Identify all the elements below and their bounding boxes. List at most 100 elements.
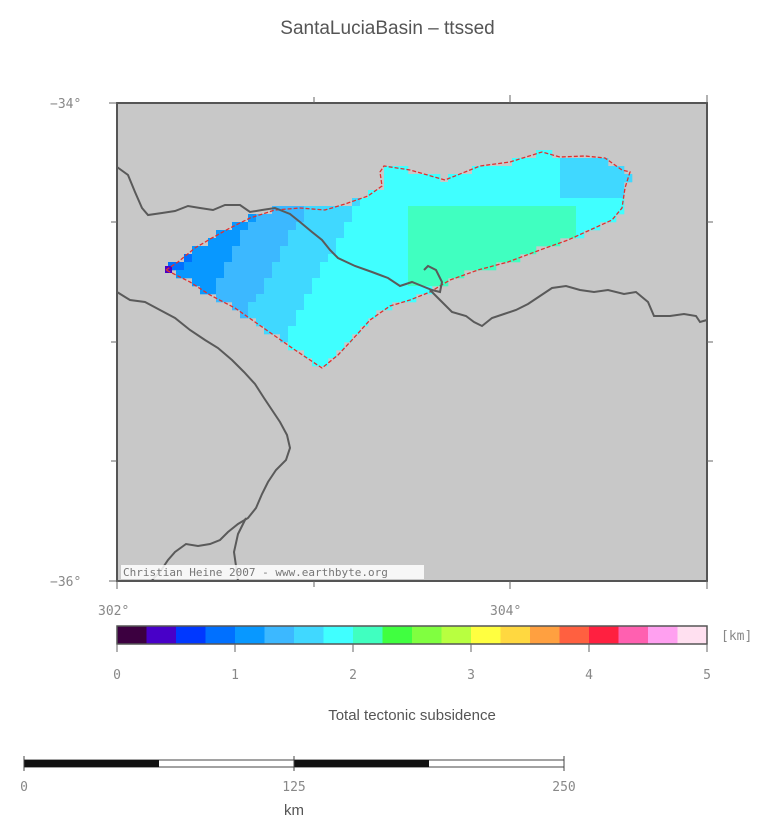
coastline: [116, 166, 708, 582]
grid-cell: [584, 182, 593, 191]
grid-cell: [520, 222, 529, 231]
grid-cell: [608, 198, 617, 207]
grid-cell: [248, 246, 257, 255]
grid-cell: [280, 214, 289, 223]
colorbar-swatch: [559, 626, 590, 644]
grid-cell: [400, 230, 409, 239]
grid-cell: [584, 206, 593, 215]
grid-cell: [496, 206, 505, 215]
grid-cell: [264, 278, 273, 287]
grid-cell: [400, 214, 409, 223]
grid-cell: [272, 318, 281, 327]
grid-cell: [488, 190, 497, 199]
grid-cell: [280, 206, 289, 215]
grid-cell: [480, 214, 489, 223]
grid-cell: [480, 230, 489, 239]
grid-cell: [616, 206, 625, 215]
grid-cell: [544, 182, 553, 191]
grid-cell: [568, 182, 577, 191]
grid-cell: [368, 310, 377, 319]
grid-cell: [368, 190, 377, 199]
grid-cell: [216, 278, 225, 287]
grid-cell: [296, 334, 305, 343]
grid-cell: [320, 286, 329, 295]
grid-cell: [544, 150, 553, 159]
grid-cell: [264, 262, 273, 271]
grid-cell: [616, 182, 625, 191]
grid-cell: [232, 286, 241, 295]
grid-cell: [224, 246, 233, 255]
grid-cell: [304, 214, 313, 223]
scale-label-125: 125: [282, 780, 305, 795]
grid-cell: [544, 238, 553, 247]
grid-cell: [360, 230, 369, 239]
grid-cell: [520, 190, 529, 199]
grid-cell: [328, 310, 337, 319]
grid-cell: [384, 270, 393, 279]
grid-cell: [512, 214, 521, 223]
grid-cell: [232, 230, 241, 239]
grid-cell: [480, 190, 489, 199]
grid-cell: [496, 174, 505, 183]
grid-cell: [560, 190, 569, 199]
grid-cell: [320, 222, 329, 231]
grid-cell: [248, 278, 257, 287]
grid-cell: [496, 238, 505, 247]
grid-cell: [200, 246, 209, 255]
grid-cell: [296, 310, 305, 319]
grid-cell: [360, 254, 369, 263]
grid-cell: [472, 166, 481, 175]
grid-cell: [304, 286, 313, 295]
grid-cell: [432, 214, 441, 223]
grid-cell: [432, 182, 441, 191]
grid-cell: [432, 190, 441, 199]
grid-cell: [488, 198, 497, 207]
grid-cell: [384, 286, 393, 295]
grid-cell: [312, 294, 321, 303]
colorbar-swatch: [471, 626, 501, 644]
grid-cell: [304, 262, 313, 271]
grid-cell: [312, 326, 321, 335]
grid-cell: [528, 190, 537, 199]
grid-cell: [496, 254, 505, 263]
grid-cell: [352, 246, 361, 255]
grid-cell: [464, 190, 473, 199]
grid-cell: [296, 222, 305, 231]
grid-cell: [464, 238, 473, 247]
grid-cell: [328, 286, 337, 295]
grid-cell: [312, 206, 321, 215]
grid-cell: [576, 198, 585, 207]
grid-cell: [528, 174, 537, 183]
grid-cell: [296, 214, 305, 223]
grid-cell: [592, 190, 601, 199]
grid-cell: [400, 166, 409, 175]
grid-cell: [376, 294, 385, 303]
grid-cell: [536, 166, 545, 175]
grid-cell: [272, 310, 281, 319]
grid-cell: [264, 238, 273, 247]
colorbar-tick-label: 0: [113, 668, 121, 683]
grid-cell: [360, 262, 369, 271]
grid-cell: [472, 198, 481, 207]
grid-cell: [520, 198, 529, 207]
axis-ticks: [109, 95, 713, 589]
colorbar-swatch: [530, 626, 560, 644]
grid-cell: [488, 230, 497, 239]
grid-cell: [408, 222, 417, 231]
grid-cell: [240, 286, 249, 295]
grid-cell: [472, 262, 481, 271]
grid-cell: [256, 294, 265, 303]
grid-cell: [496, 190, 505, 199]
grid-cell: [544, 174, 553, 183]
grid-cell: [384, 222, 393, 231]
colorbar-swatch: [176, 626, 206, 644]
grid-cell: [568, 214, 577, 223]
grid-cell: [360, 238, 369, 247]
grid-cell: [312, 350, 321, 359]
grid-cell: [592, 174, 601, 183]
grid-cell: [600, 206, 609, 215]
grid-cell: [448, 198, 457, 207]
grid-cell: [504, 254, 513, 263]
grid-cell: [272, 278, 281, 287]
grid-cell: [280, 294, 289, 303]
